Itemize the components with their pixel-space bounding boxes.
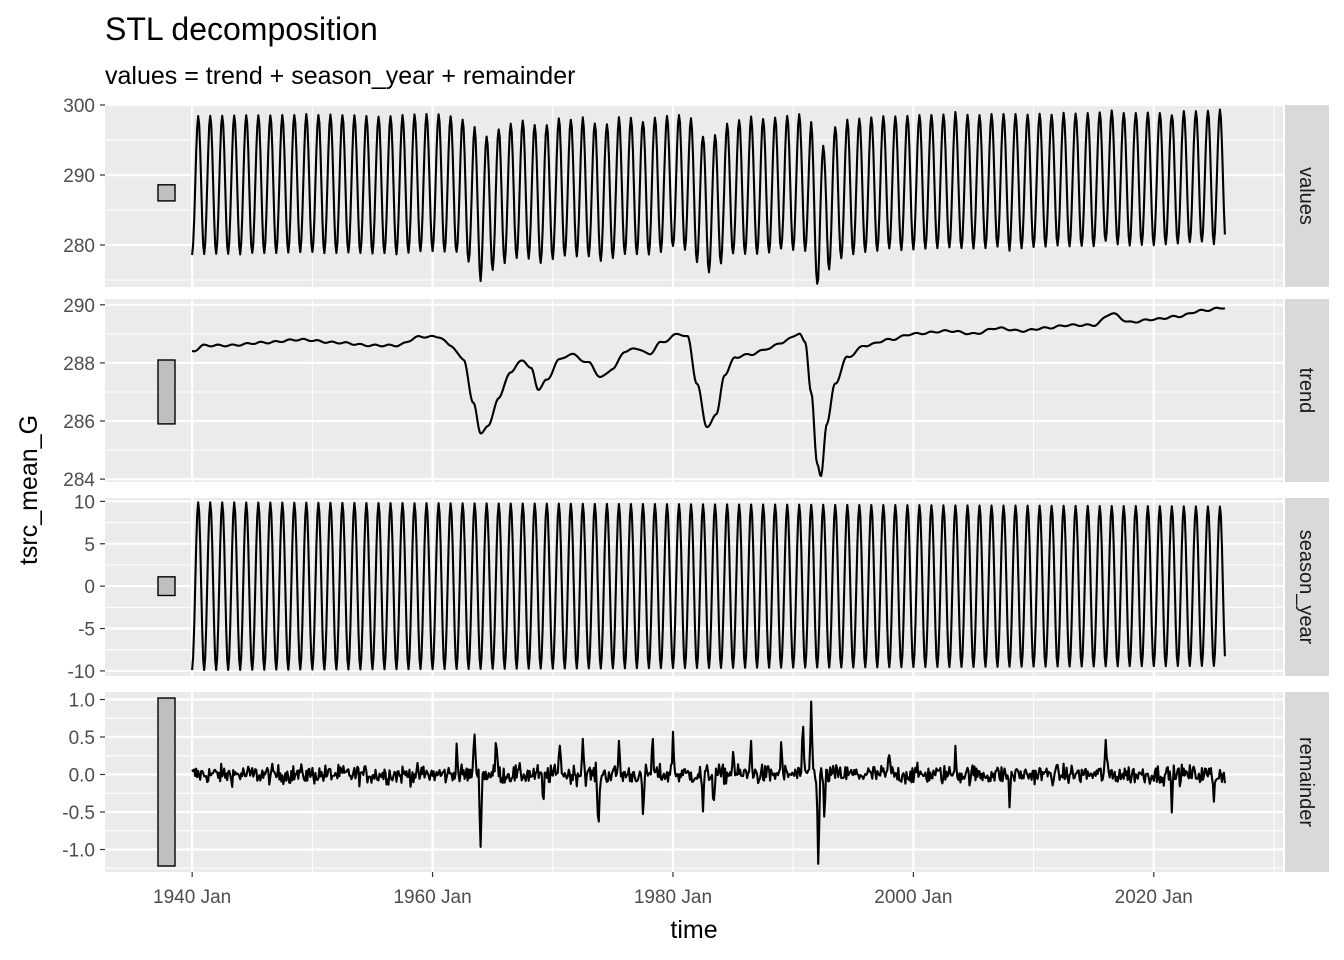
x-tick-label: 1940 Jan — [153, 887, 231, 908]
y-tick-label: 288 — [63, 354, 95, 375]
panel-remainder: -1.0 -0.5 0.0 0.5 1.0 remainder — [62, 691, 1329, 872]
y-tick-label: 290 — [63, 166, 95, 187]
panel-values: 280 290 300 values — [63, 96, 1329, 287]
y-tick-label: -5 — [78, 620, 95, 641]
facet-strip-label: season_year — [1295, 530, 1317, 645]
facet-strip — [1285, 105, 1329, 287]
scale-bar — [157, 697, 176, 867]
y-tick-label: 5 — [84, 535, 95, 556]
facet-panels: 280 290 300 values 284 286 288 290 trend -10 -5 0 5 1… — [62, 96, 1329, 872]
y-tick-label: 286 — [63, 412, 95, 433]
y-tick-label: 0.0 — [69, 766, 95, 787]
scale-bar — [157, 576, 176, 597]
panel-background — [105, 299, 1283, 482]
y-tick-label: 300 — [63, 96, 95, 117]
y-tick-label: -0.5 — [62, 803, 95, 824]
y-tick-label: -10 — [68, 662, 95, 683]
facet-strip — [1285, 692, 1329, 872]
y-tick-label: 290 — [63, 296, 95, 317]
y-tick-label: 284 — [63, 470, 95, 491]
series-line-season_year — [191, 501, 1226, 672]
scale-bar — [157, 359, 176, 425]
scale-bar — [157, 184, 176, 202]
series-line-trend — [191, 306, 1226, 478]
series-line-values — [191, 108, 1226, 285]
x-tick-label: 1960 Jan — [393, 887, 471, 908]
facet-strip-label: values — [1295, 167, 1317, 225]
x-tick-label: 2000 Jan — [874, 887, 952, 908]
y-tick-label: 0.5 — [69, 728, 95, 749]
y-tick-label: 1.0 — [69, 691, 95, 712]
facet-strip — [1285, 299, 1329, 482]
y-tick-label: 280 — [63, 236, 95, 257]
chart-subtitle: values = trend + season_year + remainder — [105, 62, 575, 90]
x-axis: 1940 Jan 1960 Jan 1980 Jan 2000 Jan 2020 Jan — [153, 872, 1193, 908]
y-tick-label: 0 — [84, 577, 95, 598]
facet-strip — [1285, 498, 1329, 676]
y-axis-title: tsrc_mean_G — [15, 415, 43, 565]
y-tick-label: -1.0 — [62, 841, 95, 862]
chart-title: STL decomposition — [105, 11, 378, 47]
facet-strip-label: trend — [1295, 368, 1317, 414]
x-tick-label: 1980 Jan — [634, 887, 712, 908]
panel-trend: 284 286 288 290 trend — [63, 296, 1329, 491]
y-tick-label: 10 — [74, 492, 95, 513]
x-tick-label: 2020 Jan — [1115, 887, 1193, 908]
series-line-remainder — [191, 700, 1226, 865]
facet-strip-label: remainder — [1295, 737, 1317, 827]
panel-season_year: -10 -5 0 5 10 season_year — [68, 492, 1329, 683]
x-axis-title: time — [670, 916, 717, 944]
